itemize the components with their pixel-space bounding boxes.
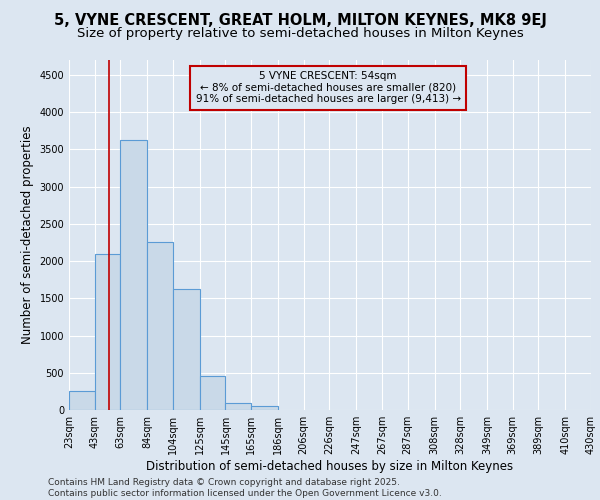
Bar [200, 376, 226, 410]
Bar [147, 242, 173, 410]
Bar [121, 140, 147, 410]
Text: Size of property relative to semi-detached houses in Milton Keynes: Size of property relative to semi-detach… [77, 28, 523, 40]
Bar [251, 406, 278, 410]
Bar [69, 392, 95, 410]
Bar [173, 288, 200, 410]
X-axis label: Distribution of semi-detached houses by size in Milton Keynes: Distribution of semi-detached houses by … [146, 460, 514, 473]
Text: Contains HM Land Registry data © Crown copyright and database right 2025.
Contai: Contains HM Land Registry data © Crown c… [48, 478, 442, 498]
Text: 5 VYNE CRESCENT: 54sqm
← 8% of semi-detached houses are smaller (820)
91% of sem: 5 VYNE CRESCENT: 54sqm ← 8% of semi-deta… [196, 71, 461, 104]
Text: 5, VYNE CRESCENT, GREAT HOLM, MILTON KEYNES, MK8 9EJ: 5, VYNE CRESCENT, GREAT HOLM, MILTON KEY… [53, 12, 547, 28]
Y-axis label: Number of semi-detached properties: Number of semi-detached properties [21, 126, 34, 344]
Bar [95, 254, 121, 410]
Bar [226, 402, 251, 410]
